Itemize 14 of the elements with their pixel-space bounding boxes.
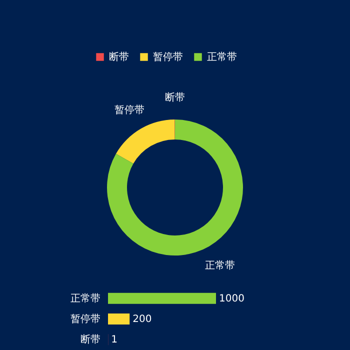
donut-slice: [116, 120, 175, 164]
data-label: 200: [132, 314, 152, 325]
y-tick-label: 断带: [80, 334, 100, 346]
legend-label: 正常带: [207, 51, 237, 63]
slice-label: 暂停带: [114, 104, 145, 116]
slice-label: 断带: [164, 92, 185, 104]
slice-label: 正常带: [205, 259, 236, 272]
legend-label: 断带: [109, 51, 129, 63]
y-tick-label: 暂停带: [70, 313, 100, 325]
data-label: 1: [111, 334, 118, 346]
donut-slice: [107, 120, 243, 256]
y-tick-label: 正常带: [70, 292, 100, 304]
data-label: 1000: [219, 293, 244, 304]
legend-label: 暂停带: [153, 51, 183, 63]
